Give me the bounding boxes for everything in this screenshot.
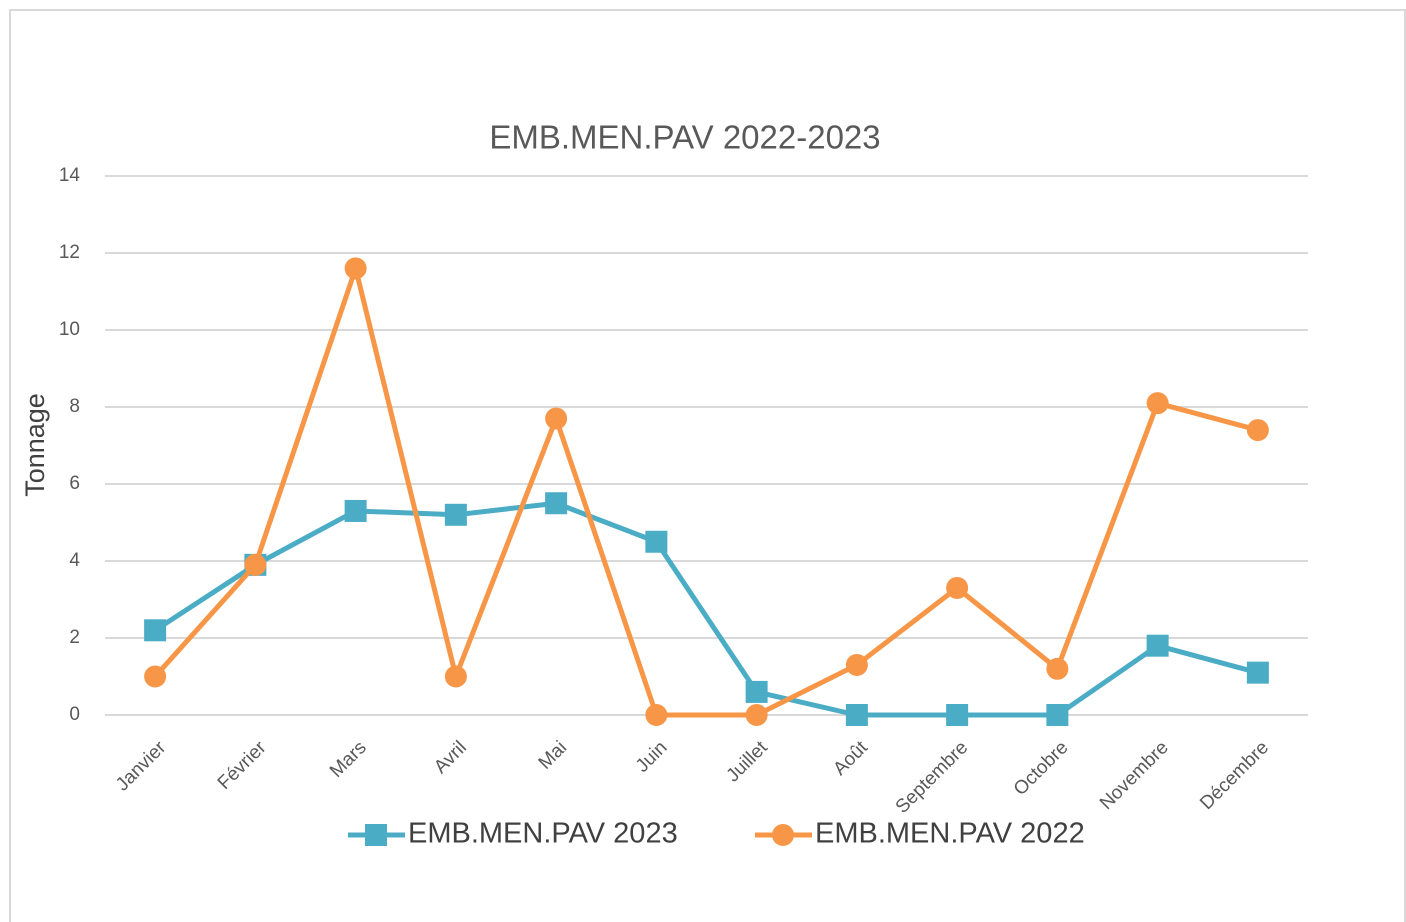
data-point bbox=[645, 530, 668, 553]
data-point bbox=[845, 704, 868, 726]
x-tick-label: Avril bbox=[430, 737, 471, 778]
x-tick-label: Novembre bbox=[1096, 737, 1173, 814]
x-tick-label: Août bbox=[829, 737, 872, 780]
data-point bbox=[344, 257, 367, 280]
x-tick-label: Mai bbox=[535, 737, 572, 774]
data-point bbox=[946, 576, 969, 599]
data-point bbox=[244, 553, 267, 576]
chart-title: EMB.MEN.PAV 2022-2023 bbox=[489, 119, 880, 156]
data-point bbox=[1046, 704, 1069, 726]
data-point bbox=[1246, 419, 1269, 442]
data-point bbox=[1046, 657, 1069, 680]
x-tick-label: Octobre bbox=[1010, 737, 1073, 800]
data-point bbox=[1146, 392, 1169, 415]
y-tick-label: 4 bbox=[69, 550, 80, 571]
x-tick-label: Janvier bbox=[112, 737, 171, 796]
y-tick-label: 14 bbox=[59, 165, 81, 186]
data-point bbox=[444, 503, 467, 526]
y-tick-label: 10 bbox=[59, 319, 80, 340]
x-tick-label: Septembre bbox=[892, 737, 973, 818]
x-tick-label: Février bbox=[214, 737, 271, 794]
data-point bbox=[1146, 634, 1169, 657]
data-point bbox=[144, 619, 167, 642]
legend-marker bbox=[365, 824, 387, 846]
legend-marker bbox=[772, 824, 794, 846]
data-point bbox=[144, 665, 167, 688]
y-tick-label: 6 bbox=[69, 473, 80, 494]
chart-frame bbox=[9, 9, 1406, 922]
x-tick-label: Décembre bbox=[1196, 737, 1273, 814]
y-axis-label: Tonnage bbox=[20, 393, 50, 497]
legend-label: EMB.MEN.PAV 2022 bbox=[815, 818, 1085, 850]
data-point bbox=[845, 653, 868, 676]
y-tick-label: 2 bbox=[69, 627, 80, 648]
y-tick-label: 0 bbox=[69, 704, 80, 725]
data-point bbox=[444, 665, 467, 688]
y-tick-label: 12 bbox=[59, 242, 80, 263]
data-point bbox=[745, 704, 768, 726]
x-tick-label: Mars bbox=[326, 737, 371, 782]
y-tick-label: 8 bbox=[69, 396, 80, 417]
data-point bbox=[545, 492, 568, 515]
series-line bbox=[153, 265, 1259, 718]
data-point bbox=[545, 407, 568, 430]
data-point bbox=[344, 499, 367, 522]
series-line bbox=[153, 500, 1259, 718]
data-point bbox=[745, 680, 768, 703]
data-point bbox=[645, 704, 668, 726]
x-tick-label: Juin bbox=[632, 737, 671, 776]
legend-label: EMB.MEN.PAV 2023 bbox=[408, 818, 678, 850]
data-point bbox=[1246, 661, 1269, 684]
data-point bbox=[946, 704, 969, 726]
x-tick-label: Juillet bbox=[723, 737, 773, 787]
